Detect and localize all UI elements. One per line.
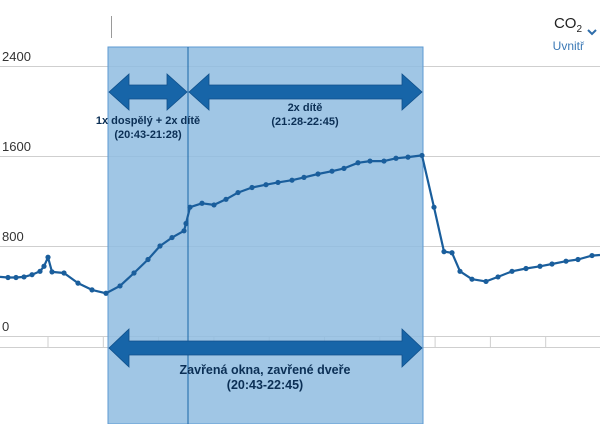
- phase2-time: (21:28-22:45): [271, 116, 339, 128]
- data-point: [381, 158, 387, 164]
- data-point: [495, 274, 501, 280]
- data-point: [537, 263, 543, 269]
- data-point: [131, 270, 137, 276]
- data-point: [275, 179, 281, 186]
- data-point: [37, 268, 43, 274]
- closed-time: (20:43-22:45): [227, 378, 303, 392]
- phase2-arrow: [188, 73, 423, 111]
- data-point: [29, 272, 35, 278]
- metric-name: CO2: [553, 15, 582, 35]
- phase1-label: 1x dospělý + 2x dítě: [96, 115, 200, 127]
- phase2-label: 2x dítě: [288, 102, 323, 114]
- data-point: [117, 283, 123, 289]
- data-point: [211, 202, 217, 208]
- data-point: [145, 256, 151, 263]
- data-point: [181, 228, 187, 234]
- data-point: [45, 254, 51, 260]
- chevron-down-icon[interactable]: [586, 26, 598, 38]
- data-point: [575, 256, 581, 263]
- data-point: [329, 168, 335, 174]
- data-point: [523, 265, 529, 272]
- closed-label: Zavřená okna, zavřené dveře: [180, 363, 351, 377]
- data-point: [223, 196, 229, 202]
- data-point: [449, 250, 455, 256]
- y-tick-label: 0: [2, 319, 9, 334]
- data-point: [355, 160, 361, 166]
- annotation-arrows: [108, 73, 423, 368]
- data-point: [249, 184, 255, 191]
- data-point: [75, 280, 81, 286]
- data-point: [157, 243, 163, 249]
- y-tick-label: 1600: [2, 139, 31, 154]
- data-point: [441, 249, 447, 255]
- data-point: [301, 174, 307, 180]
- y-tick-label: 2400: [2, 49, 31, 64]
- data-point: [21, 274, 27, 280]
- data-point: [393, 155, 399, 161]
- data-point: [509, 268, 515, 274]
- data-point: [457, 268, 463, 274]
- data-point: [367, 158, 373, 164]
- phase1-time: (20:43-21:28): [114, 129, 182, 141]
- data-point: [431, 204, 437, 210]
- metric-subscript: 2: [576, 24, 582, 35]
- data-point: [183, 220, 189, 227]
- closed-period-arrow: [108, 328, 423, 368]
- data-point: [5, 274, 11, 281]
- data-point: [49, 269, 55, 275]
- data-point: [61, 270, 67, 276]
- header-divider: [111, 16, 112, 38]
- data-point: [419, 152, 425, 159]
- data-point: [589, 252, 595, 259]
- data-point: [341, 165, 347, 171]
- data-point: [563, 258, 569, 264]
- co2-series: [0, 152, 600, 296]
- metric-selector[interactable]: CO2 Uvnitř: [552, 15, 584, 53]
- data-point: [199, 200, 205, 206]
- data-point: [469, 276, 475, 282]
- data-point: [483, 278, 489, 285]
- closed-period-highlight: [107, 46, 424, 424]
- data-point: [549, 261, 555, 267]
- data-point: [169, 234, 175, 241]
- data-point: [13, 274, 19, 281]
- data-point: [235, 189, 241, 196]
- data-point: [89, 287, 95, 293]
- data-point: [263, 182, 269, 188]
- y-axis: 0 800 1600 2400: [2, 49, 31, 334]
- data-point: [41, 263, 47, 269]
- y-tick-label: 800: [2, 229, 24, 244]
- data-point: [187, 204, 193, 210]
- data-point: [315, 171, 321, 177]
- data-point: [405, 154, 411, 160]
- data-point: [289, 177, 295, 183]
- data-point: [103, 290, 109, 296]
- phase1-arrow: [108, 73, 188, 111]
- metric-location: Uvnitř: [552, 39, 584, 53]
